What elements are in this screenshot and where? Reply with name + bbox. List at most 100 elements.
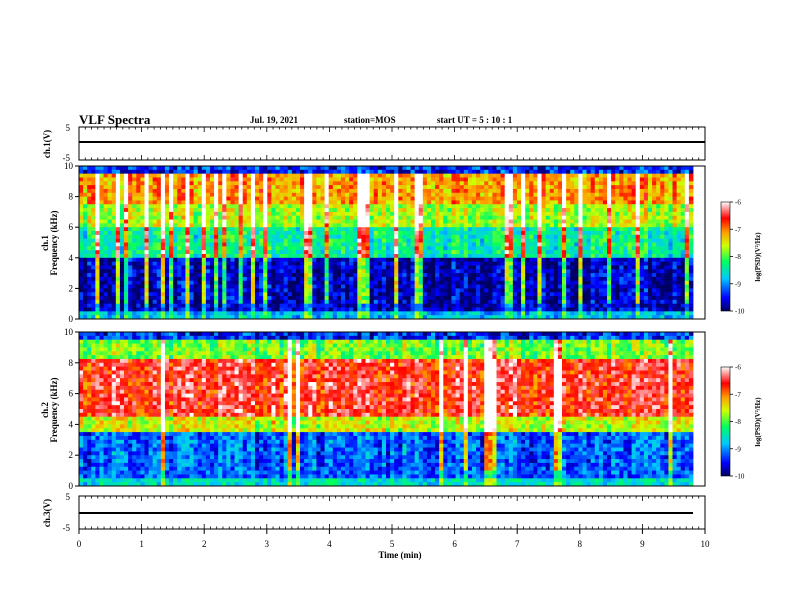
spectrogram-cell xyxy=(447,276,452,282)
spectrogram-cell xyxy=(529,204,534,209)
spectrogram-cell xyxy=(218,315,223,320)
spectrogram-cell xyxy=(91,177,96,182)
spectrogram-cell xyxy=(398,227,403,232)
spectrogram-cell xyxy=(115,234,121,240)
spectrogram-cell xyxy=(271,303,276,308)
spectrogram-cell xyxy=(332,265,338,270)
spectrogram-cell xyxy=(246,292,252,297)
spectrogram-cell xyxy=(492,200,497,205)
spectrogram-cell xyxy=(144,204,149,209)
spectrogram-cell xyxy=(353,242,358,247)
spectrogram-cell xyxy=(103,215,109,220)
spectrogram-cell xyxy=(320,246,325,251)
spectrogram-cell xyxy=(504,257,510,263)
spectrogram-cell xyxy=(373,269,379,274)
spectrogram-cell xyxy=(390,215,395,220)
spectrogram-cell xyxy=(156,276,162,282)
spectrogram-cell xyxy=(447,303,452,308)
spectrogram-cell xyxy=(340,292,346,297)
spectrogram-cell xyxy=(304,265,309,270)
spectrogram-cell xyxy=(471,303,477,308)
spectrogram-cell xyxy=(279,188,285,194)
spectrogram-cell xyxy=(189,276,195,282)
spectrogram-cell xyxy=(431,177,436,182)
spectrogram-cell xyxy=(340,269,346,274)
spectrogram-cell xyxy=(144,223,149,228)
spectrogram-cell xyxy=(373,303,379,308)
spectrogram-cell xyxy=(320,280,325,285)
spectrogram-cell xyxy=(250,299,256,305)
spectrogram-cell xyxy=(300,196,305,201)
spectrogram-cell xyxy=(426,227,432,232)
spectrogram-cell xyxy=(160,253,166,259)
spectrogram-cell xyxy=(300,242,305,247)
spectrogram-cell xyxy=(295,292,301,297)
spectrogram-cell xyxy=(181,211,186,217)
spectrogram-cell xyxy=(119,188,125,194)
spectrogram-cell xyxy=(529,231,534,236)
spectrogram-cell xyxy=(549,280,555,285)
spectrogram-cell xyxy=(545,188,551,194)
spectrogram-cell xyxy=(533,250,538,255)
spectrogram-cell xyxy=(124,307,129,312)
spectrogram-cell xyxy=(140,284,145,289)
spectrogram-cell xyxy=(267,315,272,320)
spectrogram-cell xyxy=(373,173,379,178)
spectrogram-cell xyxy=(390,234,395,240)
spectrogram-cell xyxy=(357,219,362,224)
spectrogram-cell xyxy=(156,227,162,232)
spectrogram-cell xyxy=(557,276,563,282)
spectrogram-cell xyxy=(128,234,133,240)
spectrogram-cell xyxy=(148,257,154,263)
spectrogram-cell xyxy=(562,296,567,301)
spectrogram-cell xyxy=(340,234,346,240)
spectrogram-cell xyxy=(476,250,481,255)
spectrogram-cell xyxy=(242,280,248,285)
spectrogram-cell xyxy=(418,257,424,263)
spectrogram-cell xyxy=(439,265,444,270)
spectrogram-cell xyxy=(463,227,469,232)
spectrogram-cell xyxy=(435,208,440,213)
spectrogram-cell xyxy=(259,227,264,232)
spectrogram-cell xyxy=(119,177,125,182)
spectrogram-cell xyxy=(164,181,170,186)
spectrogram-cell xyxy=(242,269,248,274)
spectrogram-cell xyxy=(238,284,244,289)
spectrogram-cell xyxy=(209,284,215,289)
spectrogram-cell xyxy=(238,227,244,232)
spectrogram-cell xyxy=(390,280,395,285)
spectrogram-cell xyxy=(255,204,260,209)
spectrogram-cell xyxy=(283,231,289,236)
spectrogram-cell xyxy=(390,265,395,270)
spectrogram-cell xyxy=(549,215,555,220)
spectrogram-cell xyxy=(381,223,387,228)
spectrogram-cell xyxy=(87,246,92,251)
spectrogram-cell xyxy=(95,284,100,289)
spectrogram-cell xyxy=(549,311,555,316)
spectrogram-cell xyxy=(398,280,403,285)
spectrogram-cell xyxy=(152,257,158,263)
spectrogram-cell xyxy=(349,246,354,251)
spectrogram-cell xyxy=(435,280,440,285)
spectrogram-cell xyxy=(365,188,371,194)
spectrogram-cell xyxy=(476,181,481,186)
spectrogram-cell xyxy=(283,204,289,209)
spectrogram-cell xyxy=(107,181,113,186)
spectrogram-cell xyxy=(369,269,375,274)
spectrogram-cell xyxy=(365,200,371,205)
spectrogram-cell xyxy=(353,215,358,220)
spectrogram-cell xyxy=(267,261,272,266)
spectrogram-cell xyxy=(132,211,137,217)
spectrogram-cell xyxy=(83,261,88,266)
spectrogram-cell xyxy=(115,208,121,213)
spectrogram-cell xyxy=(287,265,293,270)
spectrogram-cell xyxy=(447,269,452,274)
spectrogram-cell xyxy=(136,192,141,198)
spectrogram-cell xyxy=(197,185,203,190)
spectrogram-cell xyxy=(504,296,510,301)
spectrogram-cell xyxy=(119,211,125,217)
spectrogram-cell xyxy=(214,257,219,263)
spectrogram-cell xyxy=(128,257,133,263)
spectrogram-cell xyxy=(369,280,375,285)
spectrogram-cell xyxy=(201,177,207,182)
